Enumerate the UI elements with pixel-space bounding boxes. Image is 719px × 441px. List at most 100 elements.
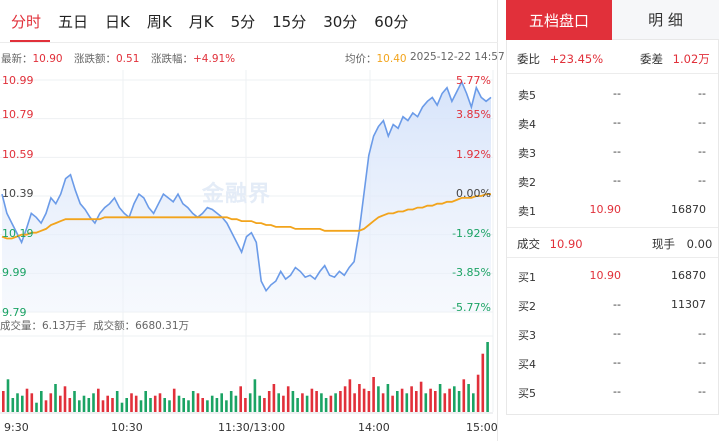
active-tab-indicator xyxy=(10,40,50,42)
buy-volume: -- xyxy=(698,385,706,398)
volume-bar xyxy=(410,386,413,412)
volume-bar xyxy=(415,391,418,412)
buy-level: 买3 xyxy=(518,329,536,342)
avg-label: 均价： xyxy=(345,53,377,65)
volume-bar xyxy=(453,386,456,412)
hand-label: 现手 xyxy=(652,237,675,251)
tab-5min[interactable]: 5分 xyxy=(230,12,256,31)
tab-intraday[interactable]: 分时 xyxy=(11,12,42,31)
latest-label: 最新： xyxy=(1,53,33,65)
volume-bar xyxy=(63,386,67,412)
buy-volume: -- xyxy=(698,327,706,340)
volume-bar xyxy=(467,384,470,412)
volume-bar xyxy=(443,393,447,412)
quote-datetime: 2025-12-22 14:57 xyxy=(410,51,505,63)
volume-bar xyxy=(329,395,333,412)
change-value: 0.51 xyxy=(116,53,140,65)
volume-bar xyxy=(267,391,271,412)
volume-bar xyxy=(396,391,399,412)
tab-60min[interactable]: 60分 xyxy=(374,12,409,31)
volume-bar xyxy=(429,388,432,412)
volume-bar xyxy=(239,386,242,412)
pct-label: 涨跌幅： xyxy=(151,53,193,65)
price-tick: 10.19 xyxy=(2,227,34,240)
volume-bar xyxy=(168,400,171,412)
volume-bar xyxy=(82,395,86,412)
tab-order-book[interactable]: 五档盘口 xyxy=(506,0,612,40)
volume-bar xyxy=(305,395,309,412)
volume-bar xyxy=(348,379,352,412)
volume-bar xyxy=(35,402,38,412)
volume-bar xyxy=(49,393,53,412)
buy-volume: -- xyxy=(698,356,706,369)
volume-bar xyxy=(220,393,223,412)
volume-bar xyxy=(130,393,133,412)
volume-bar xyxy=(68,398,72,412)
volume-bar xyxy=(481,353,485,412)
sell-price: -- xyxy=(613,116,621,129)
volume-bar xyxy=(367,391,371,412)
webi-value: +23.45% xyxy=(549,52,604,66)
tab-weekly-k[interactable]: 周K xyxy=(146,12,172,31)
tab-monthly-k[interactable]: 月K xyxy=(188,12,214,31)
tab-five-day[interactable]: 五日 xyxy=(58,12,89,31)
volume-bar xyxy=(40,391,43,412)
intraday-chart[interactable] xyxy=(0,0,498,441)
volume-bar xyxy=(405,393,409,412)
tab-detail[interactable]: 明 细 xyxy=(612,0,719,40)
wecha-row: 委差 1.02万 xyxy=(640,51,710,67)
volume-bar xyxy=(172,388,176,412)
volume-bar xyxy=(486,342,489,412)
volume-bar xyxy=(400,388,404,412)
volume-bar xyxy=(462,379,466,412)
volume-bar xyxy=(225,400,228,412)
buy-level: 买4 xyxy=(518,358,536,371)
tab-15min[interactable]: 15分 xyxy=(272,12,307,31)
volume-bar xyxy=(182,398,185,412)
volume-bar xyxy=(234,395,238,412)
volume-bar xyxy=(54,384,57,412)
sell-volume: 16870 xyxy=(671,203,706,216)
buy-price: -- xyxy=(613,327,621,340)
volume-bar xyxy=(201,398,204,412)
time-tick: 15:00 xyxy=(466,421,498,434)
price-tick: 10.79 xyxy=(2,108,34,121)
sell-row: 卖1 10.90 16870 xyxy=(507,203,718,219)
volume-bar xyxy=(381,393,385,412)
sell-row: 卖4 -- -- xyxy=(507,116,718,132)
volume-bar xyxy=(206,400,209,412)
volume-bar xyxy=(163,398,166,412)
volume-bar xyxy=(97,388,100,412)
sell-volume: -- xyxy=(698,174,706,187)
buy-row: 买2 -- 11307 xyxy=(507,298,718,314)
price-tick: 10.99 xyxy=(2,74,34,87)
price-line xyxy=(1,79,492,293)
chart-pane: 分时 五日 日K 周K 月K 5分 15分 30分 60分 最新：10.90 涨… xyxy=(0,0,505,441)
volume-bar xyxy=(324,398,328,412)
volume-bar xyxy=(87,398,91,412)
divider xyxy=(507,227,718,228)
tab-daily-k[interactable]: 日K xyxy=(105,12,130,31)
volume-bar xyxy=(258,395,261,412)
volume-bar xyxy=(134,395,138,412)
sell-level: 卖2 xyxy=(518,176,536,189)
volume-bar xyxy=(59,395,62,412)
volume-bar xyxy=(92,393,95,412)
volume-bar xyxy=(2,391,5,412)
average-line xyxy=(1,193,491,240)
pct-tick: 3.85% xyxy=(456,108,491,121)
quote-info-bar: 最新：10.90 涨跌额：0.51 涨跌幅：+4.91% 均价：10.40 20… xyxy=(0,51,505,67)
volume-bar xyxy=(438,384,442,412)
sell-level: 卖4 xyxy=(518,118,536,131)
price-tick: 10.59 xyxy=(2,148,34,161)
volume-value: 6.13万手 xyxy=(42,320,87,332)
latest-price: 10.90 xyxy=(32,53,63,65)
sell-price: -- xyxy=(613,174,621,187)
volume-info: 成交量：6.13万手 成交额：6680.31万 xyxy=(0,318,189,333)
volume-bar xyxy=(125,398,128,412)
tabs-divider xyxy=(0,42,498,43)
tab-30min[interactable]: 30分 xyxy=(323,12,358,31)
volume-bar xyxy=(391,395,394,412)
buy-price: 10.90 xyxy=(589,269,622,282)
volume-bar xyxy=(229,391,233,412)
